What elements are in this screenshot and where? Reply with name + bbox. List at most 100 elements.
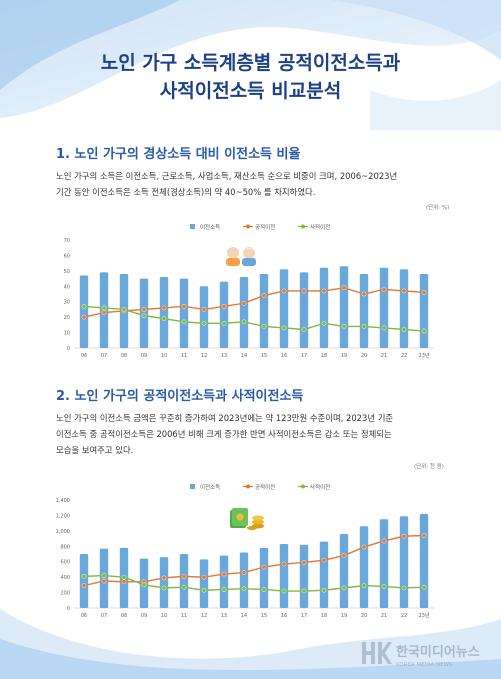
data-point xyxy=(401,533,407,539)
page-title-line-1: 노인 가구 소득계층별 공적이전소득과 xyxy=(100,52,401,74)
data-point xyxy=(301,588,307,594)
data-point xyxy=(321,320,327,326)
money-illustration xyxy=(230,508,264,530)
data-point xyxy=(201,574,207,580)
x-tick-label: 11 xyxy=(181,353,187,359)
bar xyxy=(359,273,369,348)
data-point xyxy=(381,325,387,331)
series-line xyxy=(83,305,425,332)
x-tick-label: 14 xyxy=(241,353,247,359)
chart-2-unit: (단위: 천 원) xyxy=(414,464,444,470)
series-line xyxy=(83,287,425,318)
bar xyxy=(359,526,369,608)
y-tick-label: 200 xyxy=(60,591,70,597)
x-tick-label: 09 xyxy=(141,353,147,359)
x-tick-label: 08 xyxy=(121,613,127,619)
data-point xyxy=(361,544,367,550)
data-point xyxy=(81,574,87,579)
data-point xyxy=(241,319,247,325)
x-tick-label: 12 xyxy=(201,613,207,619)
legend-swatch-marker xyxy=(301,484,305,489)
y-tick-label: 20 xyxy=(64,315,70,321)
legend-swatch-bar xyxy=(190,224,195,229)
x-tick-label: 13 xyxy=(221,353,227,359)
data-point xyxy=(181,584,187,590)
banknote-emblem xyxy=(236,513,244,521)
data-point xyxy=(301,327,307,332)
chart-2-legend: 이전소득 공적이전 사적이전 xyxy=(190,483,330,491)
grandfather-head xyxy=(243,247,255,259)
y-tick-label: 400 xyxy=(60,575,70,581)
legend-label: 공적이전 xyxy=(255,223,275,231)
data-point xyxy=(381,287,387,292)
data-point xyxy=(421,584,427,590)
data-point xyxy=(201,307,207,312)
data-point xyxy=(161,575,167,581)
section-2-heading: 2. 노인 가구의 공적이전소득과 사적이전소득 xyxy=(56,389,304,404)
data-point xyxy=(401,327,407,332)
x-tick-label: 20 xyxy=(361,613,367,619)
bar xyxy=(179,278,189,348)
data-point xyxy=(141,582,147,588)
data-point xyxy=(341,585,347,591)
bar xyxy=(379,519,389,608)
data-point xyxy=(141,313,147,318)
data-point xyxy=(121,579,127,585)
data-point xyxy=(81,314,87,320)
bar xyxy=(159,277,169,348)
data-point xyxy=(181,574,187,579)
x-tick-label: 19 xyxy=(341,353,347,359)
data-point xyxy=(121,307,127,312)
bar xyxy=(199,559,209,608)
bar xyxy=(339,533,349,608)
x-tick-label: 09 xyxy=(141,613,147,619)
x-tick-label: 23년 xyxy=(419,612,430,619)
section-2-paragraph: 노인 가구의 이전소득 금액은 꾸준히 증가하여 2023년에는 약 123만원… xyxy=(56,410,456,458)
x-tick-label: 23년 xyxy=(419,352,430,359)
chart-2: 이전소득 공적이전 사적이전 0 200 400 600 800 1,000 1,200 1,400… xyxy=(56,483,434,619)
data-point xyxy=(281,561,287,567)
bar xyxy=(279,269,289,348)
data-point xyxy=(301,560,307,565)
x-tick-label: 18 xyxy=(321,613,327,619)
data-point xyxy=(321,557,327,563)
bar xyxy=(339,266,349,348)
bar xyxy=(259,273,269,348)
grandmother-body xyxy=(226,258,240,266)
y-tick-label: 1,000 xyxy=(56,529,70,535)
watermark-logo: 한국미디어뉴스 KOREA MEDIA NEWS xyxy=(362,642,480,668)
data-point xyxy=(141,307,147,312)
y-tick-label: 40 xyxy=(64,284,70,290)
data-point xyxy=(401,288,407,294)
data-point xyxy=(161,316,167,322)
data-point xyxy=(421,533,427,538)
footer-wave-background xyxy=(0,609,501,679)
y-tick-label: 600 xyxy=(60,560,70,566)
grandmother-head xyxy=(227,247,239,259)
data-point xyxy=(101,578,107,584)
legend-label: 이전소득 xyxy=(200,223,220,231)
legend-swatch-bar xyxy=(190,484,195,489)
data-point xyxy=(101,573,107,578)
x-tick-label: 21 xyxy=(381,613,387,619)
data-point xyxy=(241,586,247,592)
x-tick-label: 22 xyxy=(401,353,407,359)
data-point xyxy=(301,288,307,294)
legend-label: 사적이전 xyxy=(310,223,330,231)
data-point xyxy=(161,585,167,591)
series-line xyxy=(83,534,425,587)
x-tick-label: 18 xyxy=(321,353,327,359)
section-2-paragraph-line: 모습을 보여주고 있다. xyxy=(56,445,134,455)
data-point xyxy=(101,305,107,311)
legend-label: 사적이전 xyxy=(310,483,330,491)
data-point xyxy=(261,564,267,570)
legend-label: 공적이전 xyxy=(255,483,275,491)
data-point xyxy=(341,285,347,291)
data-point xyxy=(281,325,287,331)
data-point xyxy=(201,320,207,326)
data-point xyxy=(101,310,107,315)
bar xyxy=(379,267,389,348)
y-tick-label: 0 xyxy=(67,346,70,352)
data-point xyxy=(221,571,227,577)
data-point xyxy=(421,328,427,334)
